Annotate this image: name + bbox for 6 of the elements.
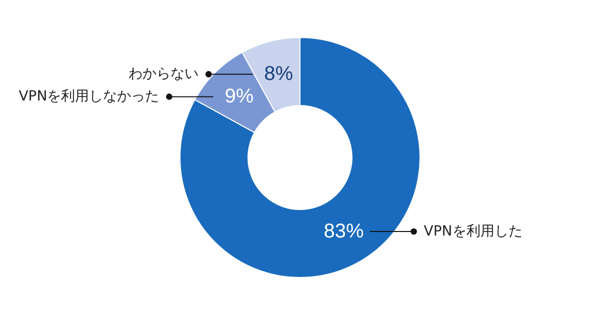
data-label: 8% [264, 63, 294, 86]
slice-label: VPNを利用しなかった [18, 88, 160, 105]
slice-label: わからない [128, 66, 199, 82]
data-label: 9% [224, 86, 254, 108]
slice-label: VPNを利用した [424, 224, 522, 240]
data-label: 83% [324, 220, 364, 243]
